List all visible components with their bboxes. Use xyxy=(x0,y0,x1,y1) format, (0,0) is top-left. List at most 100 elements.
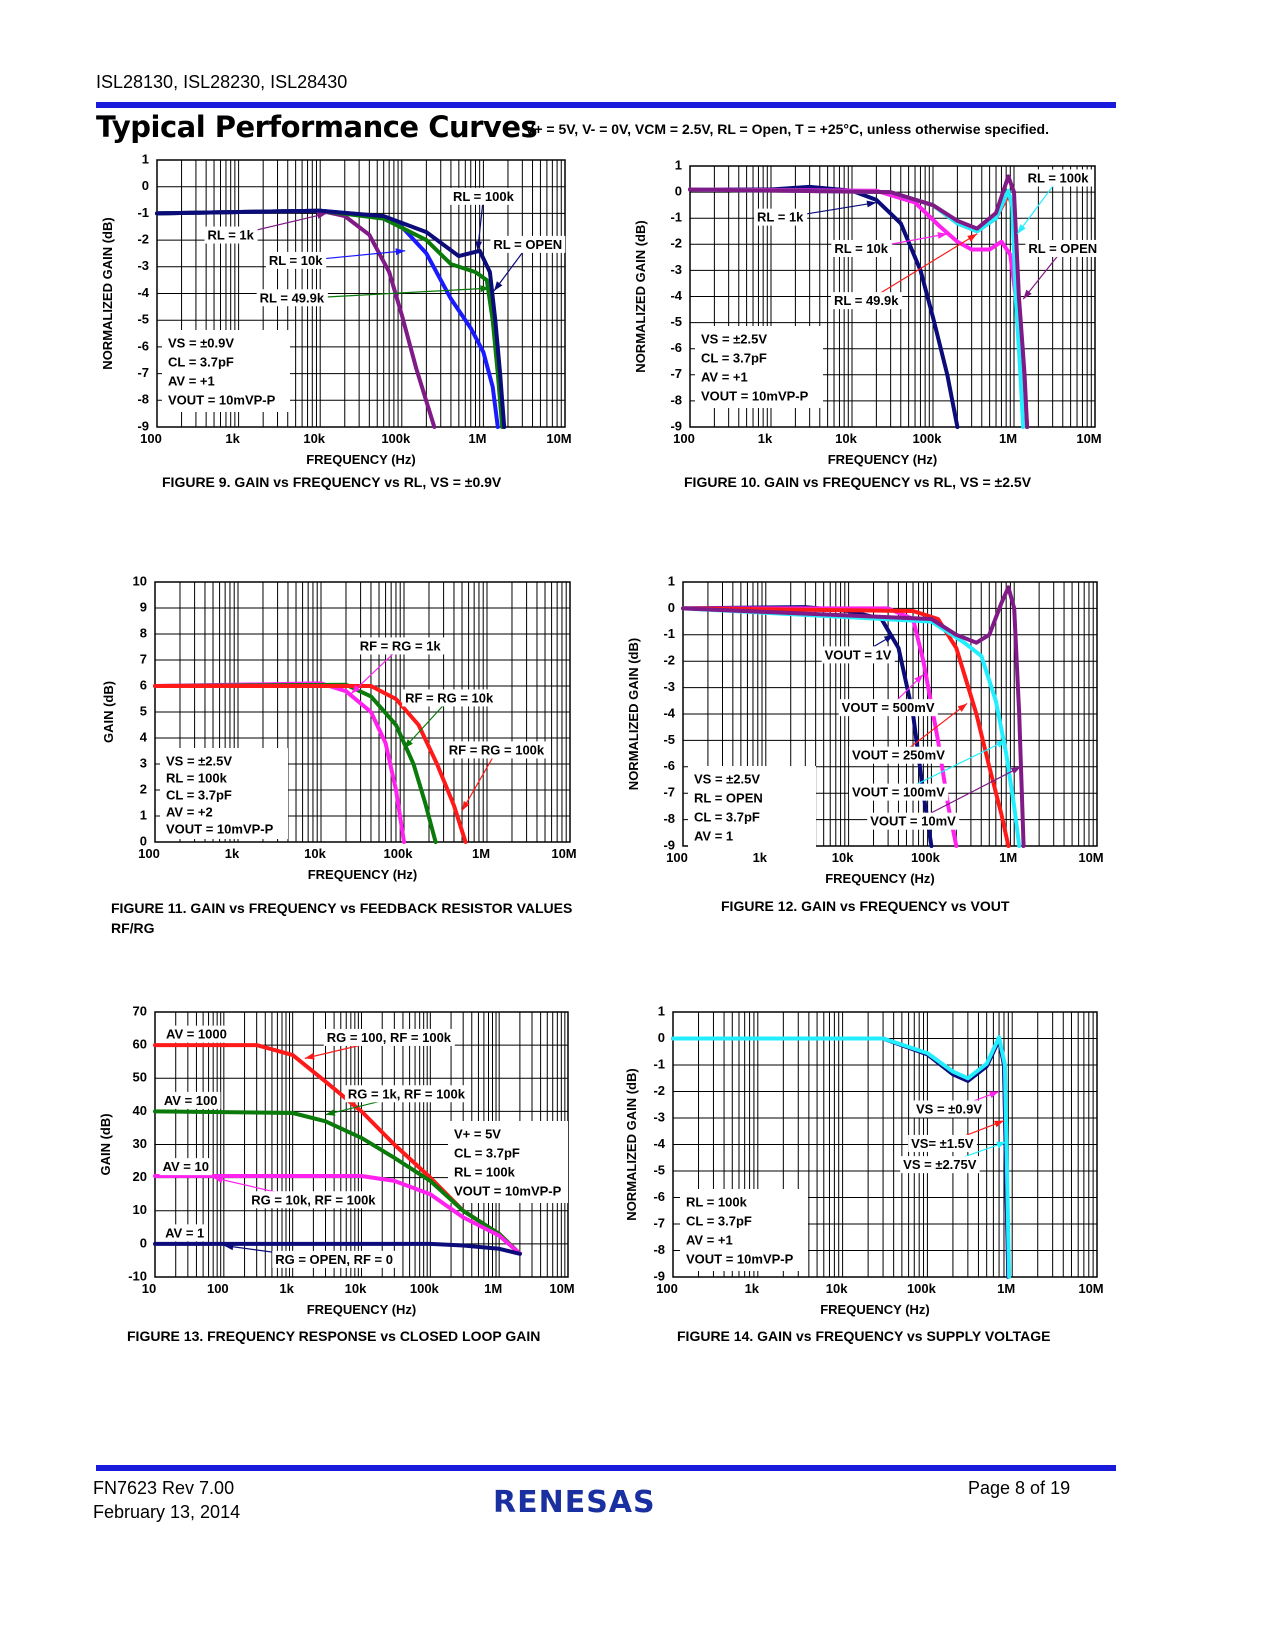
annotation-label-background xyxy=(849,783,949,801)
x-axis-label: FREQUENCY (Hz) xyxy=(307,1302,417,1317)
x-tick-label: 1M xyxy=(472,846,490,861)
y-tick-label: -3 xyxy=(670,262,682,277)
annotation-label: RL = 1k xyxy=(757,210,804,225)
arrowhead-icon xyxy=(404,739,413,749)
arrowhead-icon xyxy=(304,1052,315,1060)
series-line-3 xyxy=(153,684,468,844)
y-tick-label: -2 xyxy=(137,232,149,247)
y-tick-label: 0 xyxy=(142,178,149,193)
x-tick-label: 100k xyxy=(384,846,414,861)
annotation: AV = 1 xyxy=(162,1224,208,1242)
y-tick-label: 70 xyxy=(133,1003,147,1018)
annotation-label-background xyxy=(867,812,960,830)
y-tick-label: -5 xyxy=(653,1162,665,1177)
x-tick-label: 1M xyxy=(999,431,1017,446)
y-tick-label: 1 xyxy=(658,1003,665,1018)
chart-figure-12: -9 -8 -7 -6 -5 -4 -3 -2 -1 0 1 100 1k 10k 100k 1M 10M FRE… xyxy=(626,573,1104,886)
y-tick-label: 8 xyxy=(140,625,147,640)
y-tick-label: -7 xyxy=(670,366,682,381)
x-axis-label: FREQUENCY (Hz) xyxy=(828,452,938,467)
x-tick-label: 1M xyxy=(468,431,486,446)
annotation-label-background xyxy=(204,226,258,244)
condition-line: AV = +1 xyxy=(168,373,215,388)
condition-line: RL = 100k xyxy=(166,770,228,785)
annotation-label: VOUT = 1V xyxy=(825,647,892,662)
annotation: RF = RG = 10k xyxy=(402,689,497,749)
annotation-label: RL = 49.9k xyxy=(260,290,325,305)
y-tick-label: 0 xyxy=(675,184,682,199)
renesas-logo: RENESAS xyxy=(493,1485,656,1520)
x-tick-label: 1k xyxy=(758,431,773,446)
annotation-label-background xyxy=(163,1025,230,1043)
annotation-label: RF = RG = 10k xyxy=(405,690,494,705)
annotation: RF = RG = 1k xyxy=(350,637,445,695)
y-tick-label: 10 xyxy=(133,573,147,588)
annotation-arrow xyxy=(865,233,978,303)
x-tick-label: 100 xyxy=(666,850,688,865)
x-tick-label: 100k xyxy=(913,431,943,446)
y-tick-label: -4 xyxy=(653,1136,665,1151)
y-tick-label: 30 xyxy=(133,1136,147,1151)
arrowhead-icon xyxy=(883,634,894,643)
y-tick-label: -6 xyxy=(653,1189,665,1204)
y-axis-label: GAIN (dB) xyxy=(101,681,116,743)
x-tick-label: 1k xyxy=(753,850,768,865)
y-tick-label: -4 xyxy=(663,705,675,720)
annotation-label-background xyxy=(900,1156,980,1174)
y-axis-label: NORMALIZED GAIN (dB) xyxy=(626,638,641,790)
annotation-label: RL = 10k xyxy=(834,241,888,256)
y-tick-label: -6 xyxy=(663,758,675,773)
annotation: AV = 100 xyxy=(160,1091,221,1109)
x-tick-label: 10k xyxy=(304,846,326,861)
series-line-4 xyxy=(155,208,507,429)
annotation-label-background xyxy=(1025,239,1101,257)
annotation: VOUT = 250mV xyxy=(849,702,968,764)
annotation: RL = 10k xyxy=(831,232,948,257)
x-axis-label: FREQUENCY (Hz) xyxy=(308,867,418,882)
arrowhead-icon xyxy=(1010,766,1021,775)
y-tick-label: -2 xyxy=(653,1083,665,1098)
annotation-label-background xyxy=(159,1158,212,1176)
arrowhead-icon xyxy=(914,674,924,684)
y-tick-label: -5 xyxy=(137,312,149,327)
series-line-3 xyxy=(671,1035,1012,1279)
annotation-label: VS = ±2.75V xyxy=(903,1157,977,1172)
test-conditions: V+ = 5V, V- = 0V, VCM = 2.5V, RL = Open,… xyxy=(525,121,1049,137)
condition-line: VOUT = 10mVP-P xyxy=(454,1183,562,1198)
annotation: RL = 49.9k xyxy=(256,285,490,307)
arrowhead-icon xyxy=(494,281,503,291)
chart-figure-13: -10 0 10 20 30 40 50 60 70 10 100 1k 10k 100k 1M 10M FRE… xyxy=(98,1003,575,1317)
condition-line: RL = 100k xyxy=(686,1194,748,1209)
conditions-box: VS = ±2.5V RL = OPEN CL = 3.7pF AV = 1 xyxy=(688,766,816,848)
y-tick-label: 4 xyxy=(140,729,148,744)
y-tick-label: 0 xyxy=(140,833,147,848)
y-tick-label: 9 xyxy=(140,599,147,614)
y-tick-label: 0 xyxy=(668,600,675,615)
annotation-label-background xyxy=(356,637,445,655)
x-tick-label: 1M xyxy=(484,1281,502,1296)
y-tick-label: -2 xyxy=(663,653,675,668)
condition-line: RL = OPEN xyxy=(694,790,763,805)
annotation-label-background xyxy=(162,1224,208,1242)
annotation-arrow xyxy=(350,646,401,695)
x-tick-label: 100k xyxy=(410,1281,440,1296)
y-tick-label: 1 xyxy=(668,573,675,588)
annotation-label: AV = 10 xyxy=(163,1159,209,1174)
annotation-arrow xyxy=(1022,249,1064,300)
annotation-label: VOUT = 100mV xyxy=(852,785,945,800)
y-tick-label: -7 xyxy=(653,1215,665,1230)
annotation-label: RL = OPEN xyxy=(1028,241,1097,256)
x-tick-label: 1k xyxy=(225,431,240,446)
condition-line: VOUT = 10mVP-P xyxy=(686,1251,794,1266)
annotation-label: RG = 10k, RF = 100k xyxy=(251,1192,376,1207)
plot-frame xyxy=(156,159,566,428)
condition-line: VS = ±2.5V xyxy=(694,771,760,786)
x-tick-label: 100k xyxy=(907,1281,937,1296)
condition-line: CL = 3.7pF xyxy=(701,350,767,365)
y-tick-label: -3 xyxy=(663,679,675,694)
annotation-arrow xyxy=(1016,178,1059,235)
annotation: RG = 100, RF = 100k xyxy=(304,1028,455,1060)
x-tick-label: 10k xyxy=(835,431,857,446)
x-tick-label: 10k xyxy=(345,1281,367,1296)
series-line-5 xyxy=(688,174,1030,429)
